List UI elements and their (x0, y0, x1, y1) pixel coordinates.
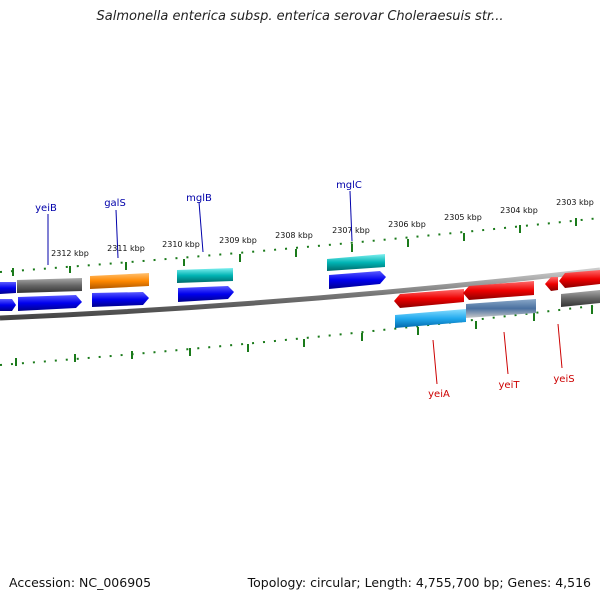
cds-arrow[interactable] (329, 271, 386, 289)
gene-label-yeiT[interactable]: yeiT (499, 380, 521, 391)
gene-feature[interactable] (177, 268, 233, 283)
kbp-label: 2304 kbp (500, 206, 538, 215)
kbp-label: 2311 kbp (107, 244, 145, 253)
kbp-label: 2309 kbp (219, 236, 257, 245)
gene-label-mglC[interactable]: mglC (336, 180, 362, 191)
reverse-gene-labels: yeiA yeiT yeiS (428, 323, 575, 400)
reverse-cds-track (394, 270, 600, 308)
accession-label: Accession: NC_006905 (9, 575, 152, 590)
cds-arrow[interactable] (92, 292, 149, 307)
kbp-label: 2308 kbp (275, 231, 313, 240)
outer-major-ticks (12, 218, 577, 276)
cds-arrow[interactable] (178, 286, 234, 302)
cds-arrow[interactable] (18, 295, 82, 311)
forward-feature-track (0, 254, 385, 294)
cds-arrow[interactable] (559, 270, 600, 288)
kbp-label: 2303 kbp (556, 198, 594, 207)
gene-label-yeiA[interactable]: yeiA (428, 389, 450, 400)
cds-arrow[interactable] (463, 281, 534, 300)
outer-tick-ring (0, 217, 600, 273)
forward-gene-labels: yeiB galS mglB mglC (35, 180, 362, 265)
gene-label-yeiB[interactable]: yeiB (35, 203, 57, 214)
gene-label-galS[interactable]: galS (104, 198, 126, 209)
gene-feature[interactable] (0, 282, 16, 294)
kbp-label: 2310 kbp (162, 240, 200, 249)
gene-label-yeiS[interactable]: yeiS (553, 374, 574, 385)
cds-arrow[interactable] (545, 277, 558, 291)
gene-feature[interactable] (17, 278, 82, 293)
gene-feature[interactable] (395, 309, 466, 328)
forward-cds-track (0, 271, 386, 311)
inner-tick-ring (0, 304, 600, 366)
cds-arrow[interactable] (394, 289, 464, 308)
inner-major-ticks (15, 306, 593, 366)
genome-backbone (0, 267, 600, 321)
kbp-label: 2307 kbp (332, 226, 370, 235)
map-title: Salmonella enterica subsp. enterica sero… (96, 9, 504, 24)
gene-label-mglB[interactable]: mglB (186, 193, 212, 204)
gene-feature[interactable] (466, 299, 536, 318)
kbp-label: 2312 kbp (51, 249, 89, 258)
genome-summary: Topology: circular; Length: 4,755,700 bp… (247, 575, 591, 590)
gene-feature[interactable] (90, 273, 149, 289)
reverse-feature-track (395, 290, 600, 328)
gene-feature[interactable] (327, 254, 385, 271)
gene-feature[interactable] (561, 290, 600, 307)
kbp-label: 2305 kbp (444, 213, 482, 222)
cds-arrow[interactable] (0, 299, 16, 311)
kbp-label: 2306 kbp (388, 220, 426, 229)
